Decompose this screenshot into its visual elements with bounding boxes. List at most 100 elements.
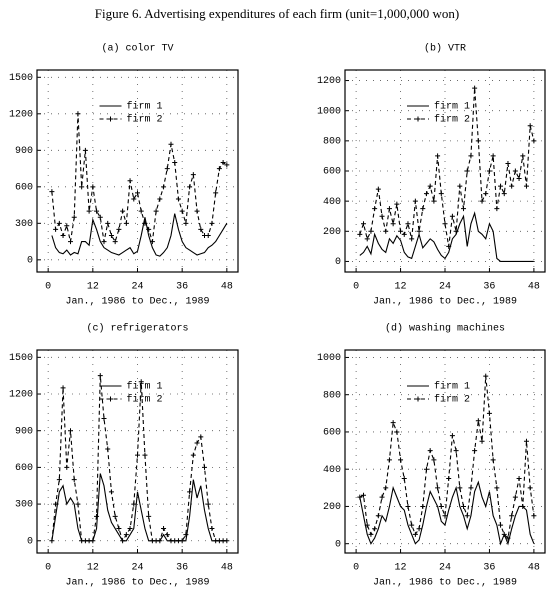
plot-frame — [344, 69, 546, 273]
point-marker — [398, 457, 404, 463]
point-marker — [75, 501, 81, 507]
point-marker — [209, 526, 215, 532]
point-marker — [224, 538, 230, 544]
legend-marker — [415, 396, 421, 402]
point-marker — [420, 503, 426, 509]
x-axis-label: Jan., 1986 to Dec., 1989 — [373, 578, 517, 589]
point-marker — [516, 176, 522, 182]
point-marker — [131, 501, 137, 507]
point-marker — [190, 172, 196, 178]
legend-label: firm 2 — [434, 114, 470, 126]
x-tick-label: 36 — [483, 282, 495, 293]
series-line — [51, 213, 228, 257]
point-marker — [198, 434, 204, 440]
point-marker — [209, 220, 215, 226]
point-marker — [512, 494, 518, 500]
point-marker — [368, 531, 374, 537]
point-marker — [435, 485, 441, 491]
y-tick-label: 1500 — [9, 353, 33, 364]
legend-label: firm 2 — [127, 114, 163, 126]
panel-title: (b) VTR — [424, 43, 466, 55]
point-marker — [187, 184, 193, 190]
point-marker — [468, 153, 474, 159]
point-marker — [361, 221, 367, 227]
x-axis-label: Jan., 1986 to Dec., 1989 — [65, 578, 209, 589]
point-marker — [97, 214, 103, 220]
point-marker — [357, 231, 363, 237]
point-marker — [383, 485, 389, 491]
point-marker — [486, 168, 492, 174]
series-line — [51, 375, 227, 543]
panel: (c) refrigerators Jan., 1986 to Dec., 198… — [9, 323, 239, 589]
point-marker — [56, 477, 62, 483]
point-marker — [390, 221, 396, 227]
point-marker — [520, 153, 526, 159]
y-tick-label: 1200 — [317, 76, 341, 87]
panel-title: (c) refrigerators — [86, 323, 188, 335]
point-marker — [490, 457, 496, 463]
point-marker — [516, 476, 522, 482]
point-marker — [179, 538, 185, 544]
point-marker — [379, 494, 385, 500]
point-marker — [75, 111, 81, 117]
point-marker — [416, 228, 422, 234]
point-marker — [461, 206, 467, 212]
point-marker — [94, 208, 100, 214]
point-marker — [198, 226, 204, 232]
point-marker — [379, 213, 385, 219]
point-marker — [105, 446, 111, 452]
point-marker — [153, 208, 159, 214]
point-marker — [372, 206, 378, 212]
x-tick-label: 36 — [483, 563, 495, 574]
x-tick-label: 0 — [353, 282, 359, 293]
x-tick-label: 0 — [45, 282, 51, 293]
point-marker — [71, 477, 77, 483]
point-marker — [472, 448, 478, 454]
point-marker — [86, 208, 92, 214]
legend-label: firm 1 — [434, 101, 470, 113]
point-marker — [53, 501, 59, 507]
point-marker — [164, 166, 170, 172]
point-marker — [127, 526, 133, 532]
legend-label: firm 1 — [127, 381, 163, 393]
point-marker — [398, 228, 404, 234]
point-marker — [202, 464, 207, 470]
point-marker — [157, 538, 163, 544]
x-tick-label: 48 — [221, 282, 233, 293]
point-marker — [64, 464, 70, 470]
point-marker — [112, 513, 118, 519]
point-marker — [438, 503, 444, 509]
point-marker — [498, 183, 504, 189]
point-marker — [501, 191, 507, 197]
y-tick-label: 1500 — [9, 73, 33, 84]
point-marker — [127, 178, 133, 184]
point-marker — [520, 503, 526, 509]
point-marker — [112, 239, 118, 245]
y-tick-label: 800 — [323, 390, 341, 401]
series-line — [51, 113, 228, 243]
point-marker — [68, 428, 73, 434]
x-tick-label: 24 — [131, 563, 143, 574]
point-marker — [138, 208, 144, 214]
point-marker — [120, 208, 126, 214]
point-marker — [194, 208, 200, 214]
point-marker — [120, 538, 126, 544]
point-marker — [423, 466, 429, 472]
point-marker — [423, 191, 429, 197]
panel: (b) VTR Jan., 1986 to Dec., 1989 0 200 400 60… — [317, 43, 546, 308]
point-marker — [71, 214, 77, 220]
point-marker — [123, 220, 129, 226]
point-marker — [56, 220, 62, 226]
x-tick-label: 36 — [176, 563, 188, 574]
point-marker — [401, 231, 407, 237]
point-marker — [149, 239, 155, 245]
y-tick-label: 200 — [323, 502, 341, 513]
x-tick-label: 36 — [176, 282, 188, 293]
point-marker — [483, 191, 489, 197]
point-marker — [105, 220, 111, 226]
x-tick-label: 12 — [87, 282, 99, 293]
point-marker — [453, 228, 459, 234]
figure-title: Figure 6. Advertising expenditures of ea… — [95, 6, 459, 21]
point-marker — [190, 452, 196, 458]
